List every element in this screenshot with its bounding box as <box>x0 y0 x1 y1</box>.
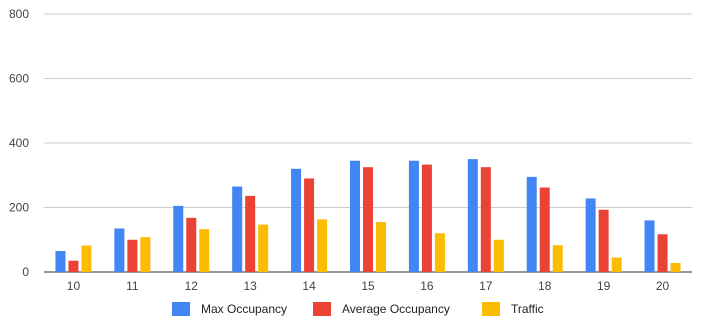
bar-max-occupancy-18 <box>526 176 537 272</box>
bar-average-occupancy-20 <box>657 234 668 272</box>
bar-traffic-14 <box>317 219 328 272</box>
x-tick-label: 11 <box>126 279 139 293</box>
bar-max-occupancy-19 <box>585 198 596 272</box>
bar-average-occupancy-14 <box>304 178 315 272</box>
x-tick-label: 18 <box>538 279 552 293</box>
x-tick-label: 15 <box>361 279 375 293</box>
bar-traffic-11 <box>140 237 151 272</box>
bar-average-occupancy-18 <box>539 187 550 272</box>
bar-max-occupancy-20 <box>644 220 655 272</box>
bar-average-occupancy-12 <box>186 217 197 272</box>
bar-traffic-15 <box>376 222 386 272</box>
bar-average-occupancy-13 <box>245 195 256 272</box>
legend-label: Max Occupancy <box>201 302 287 316</box>
bar-max-occupancy-15 <box>350 160 360 272</box>
bar-max-occupancy-14 <box>291 168 302 272</box>
bar-max-occupancy-10 <box>55 251 66 272</box>
bar-traffic-17 <box>493 239 504 272</box>
legend-label: Average Occupancy <box>342 302 450 316</box>
x-tick-label: 16 <box>420 279 434 293</box>
bar-max-occupancy-17 <box>467 159 478 272</box>
legend-swatch <box>172 302 190 316</box>
legend-label: Traffic <box>511 302 544 316</box>
legend: Max Occupancy Average Occupancy Traffic <box>172 302 544 316</box>
x-tick-label: 13 <box>244 279 258 293</box>
x-tick-label: 14 <box>302 279 316 293</box>
y-tick-label: 0 <box>22 265 29 279</box>
y-axis-tick-labels: 0 200 400 600 800 <box>9 7 29 279</box>
gridlines <box>44 13 692 273</box>
bar-average-occupancy-17 <box>480 167 491 272</box>
bar-traffic-19 <box>611 257 622 272</box>
y-tick-label: 200 <box>9 201 29 215</box>
y-tick-label: 400 <box>9 136 29 150</box>
legend-swatch <box>313 302 331 316</box>
x-tick-label: 19 <box>597 279 611 293</box>
bar-traffic-10 <box>81 245 92 272</box>
y-tick-label: 800 <box>9 7 29 21</box>
bar-max-occupancy-12 <box>173 205 184 272</box>
x-axis-tick-labels: 10 11 12 13 14 15 16 17 18 19 20 <box>67 279 670 293</box>
bar-traffic-20 <box>670 262 681 272</box>
x-tick-label: 10 <box>67 279 81 293</box>
bar-average-occupancy-16 <box>421 164 432 272</box>
x-tick-label: 12 <box>185 279 199 293</box>
y-tick-label: 600 <box>9 72 29 86</box>
bar-average-occupancy-10 <box>68 260 79 272</box>
bar-average-occupancy-11 <box>127 239 138 272</box>
bar-traffic-16 <box>434 233 445 272</box>
bar-average-occupancy-15 <box>363 167 373 272</box>
x-tick-label: 20 <box>656 279 670 293</box>
bar-traffic-12 <box>199 229 210 272</box>
bar-max-occupancy-16 <box>408 160 419 272</box>
legend-swatch <box>482 302 500 316</box>
x-tick-label: 17 <box>479 279 493 293</box>
bars <box>55 159 681 272</box>
bar-max-occupancy-13 <box>232 186 243 272</box>
bar-max-occupancy-11 <box>114 228 125 272</box>
bar-average-occupancy-19 <box>598 209 609 272</box>
bar-traffic-13 <box>258 224 269 272</box>
bar-traffic-18 <box>552 245 563 272</box>
